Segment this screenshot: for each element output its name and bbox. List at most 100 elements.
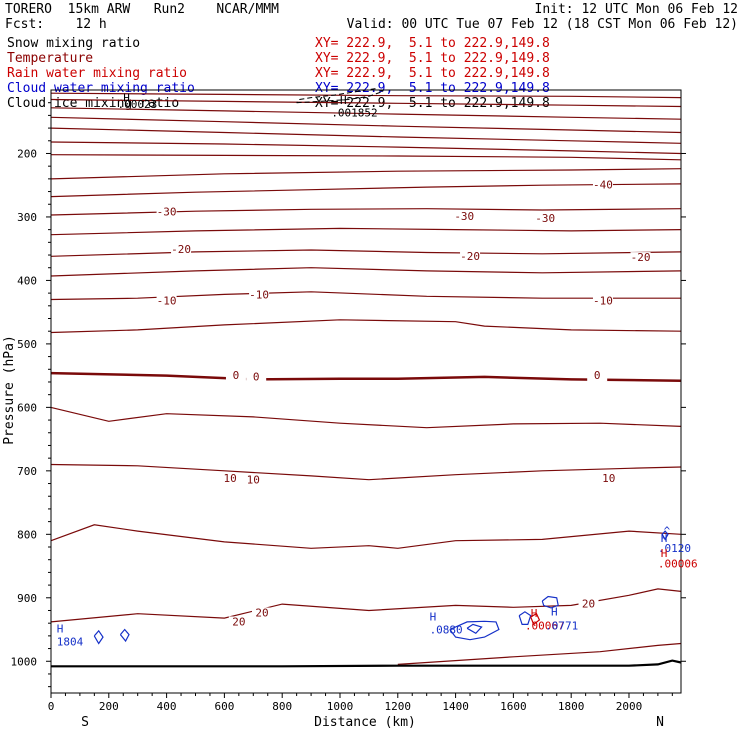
temperature-contour-label: -30 <box>535 212 555 225</box>
temperature-contour-label: 10 <box>224 472 237 485</box>
temperature-contour <box>50 319 682 334</box>
terrain-line <box>51 659 682 668</box>
temperature-contour-label: -10 <box>249 289 269 302</box>
temperature-contour <box>50 267 682 277</box>
extremum-annotation: H <box>531 607 538 620</box>
y-tick-label: 600 <box>17 401 37 414</box>
extremum-annotation: H <box>123 91 130 104</box>
temperature-contour-label: -30 <box>157 205 177 218</box>
extremum-annotation: .0880 <box>430 623 463 636</box>
contour-label-bg <box>243 474 264 486</box>
field-xy-rain: XY= 222.9, 5.1 to 222.9,149.8 <box>315 66 550 81</box>
x-axis-label: Distance (km) <box>314 715 416 730</box>
contour-label-bg <box>598 472 619 484</box>
y-tick-label: 700 <box>17 465 37 478</box>
extremum-annotation: .00067 <box>525 620 565 633</box>
field-name-snow: Snow mixing ratio <box>7 36 141 51</box>
x-tick-label: 0 <box>48 700 55 713</box>
cloud-water-contour <box>466 623 483 635</box>
rain-contour <box>530 612 541 626</box>
model-title: TORERO 15km ARW Run2 NCAR/MMM <box>5 2 279 17</box>
left-endpoint-label: S <box>81 715 89 730</box>
valid-time: Valid: 00 UTC Tue 07 Feb 12 (18 CST Mon … <box>346 17 738 32</box>
field-name-temperature: Temperature <box>7 51 94 66</box>
temperature-contour-label: 20 <box>582 598 595 611</box>
contour-label-bg <box>587 370 608 382</box>
x-tick-label: 1400 <box>442 700 469 713</box>
temperature-contour-label: -10 <box>157 294 177 307</box>
right-endpoint-label: N <box>656 715 664 730</box>
cloud-water-contour <box>449 620 500 641</box>
x-tick-label: 1200 <box>385 700 412 713</box>
x-tick-label: 1800 <box>558 700 585 713</box>
y-tick-label: 400 <box>17 274 37 287</box>
extremum-annotation: H <box>661 532 668 545</box>
forecast-hour: Fcst: 12 h <box>5 17 107 32</box>
temperature-contour-label: 10 <box>247 473 260 486</box>
temperature-contour <box>50 371 682 382</box>
temperature-contour-label: 0 <box>233 369 240 382</box>
temperature-contour <box>50 524 682 549</box>
field-xy-cloud-water: XY= 222.9, 5.1 to 222.9,149.8 <box>315 81 550 96</box>
temperature-contour <box>50 227 682 236</box>
extremum-annotation: H <box>340 94 347 107</box>
temperature-contour <box>50 249 682 257</box>
temperature-contour <box>50 92 682 99</box>
contour-label-bg <box>460 250 481 262</box>
contour-label-bg <box>220 472 241 484</box>
contour-label-bg <box>535 212 556 224</box>
x-tick-label: 800 <box>272 700 292 713</box>
temperature-contour <box>50 406 682 429</box>
temperature-contour <box>50 127 682 144</box>
temperature-contour-label: 20 <box>255 607 268 620</box>
plot-frame <box>50 89 682 694</box>
field-name-cloud-water: Cloud water mixing ratio <box>7 81 195 96</box>
extremum-annotation: .00006 <box>658 557 698 570</box>
temperature-contour <box>50 291 681 301</box>
y-tick-label: 800 <box>17 528 37 541</box>
extremum-annotation: .001852 <box>331 107 377 120</box>
y-axis-label: Pressure (hPa) <box>2 335 17 445</box>
temperature-contour <box>50 154 682 161</box>
temperature-contour-label: -30 <box>454 210 474 223</box>
temperature-contour <box>50 588 682 623</box>
contour-label-bg <box>246 371 267 383</box>
contour-label-bg <box>228 616 249 628</box>
x-tick-label: 1600 <box>500 700 527 713</box>
contour-label-bg <box>454 210 475 222</box>
temperature-contour <box>50 463 682 481</box>
temperature-contour <box>50 183 682 198</box>
field-xy-snow: XY= 222.9, 5.1 to 222.9,149.8 <box>315 36 550 51</box>
x-tick-label: 200 <box>99 700 119 713</box>
extremum-annotation: .00023 <box>117 98 157 111</box>
cloud-water-contour <box>93 629 104 645</box>
temperature-contour-label: -20 <box>171 243 191 256</box>
cloud-water-contour <box>518 611 532 626</box>
x-tick-label: 400 <box>157 700 177 713</box>
y-tick-label: 500 <box>17 338 37 351</box>
contour-label-bg <box>578 598 599 610</box>
temperature-contour-label: 20 <box>232 615 245 628</box>
extremum-annotation: .0120 <box>658 542 691 555</box>
contour-label-bg <box>225 370 246 382</box>
y-tick-label: 200 <box>17 147 37 160</box>
contour-label-bg <box>249 289 270 301</box>
temperature-contour-label: -40 <box>593 179 613 192</box>
temperature-contour <box>50 116 682 134</box>
cloud-water-contour <box>119 628 130 643</box>
x-tick-label: 600 <box>214 700 234 713</box>
field-xy-temperature: XY= 222.9, 5.1 to 222.9,149.8 <box>315 51 550 66</box>
extremum-annotation: ^ <box>664 524 671 537</box>
extremum-annotation: H <box>661 547 668 560</box>
extremum-annotation: H <box>551 606 558 619</box>
temperature-contour-label: -20 <box>460 250 480 263</box>
temperature-contour <box>397 642 682 665</box>
init-time: Init: 12 UTC Mon 06 Feb 12 <box>534 2 739 17</box>
temperature-contour-label: -20 <box>631 251 651 264</box>
contour-label-bg <box>592 295 613 307</box>
contour-label-bg <box>156 295 177 307</box>
contour-label-bg <box>592 179 613 191</box>
snow-contour <box>296 88 385 104</box>
field-name-rain: Rain water mixing ratio <box>7 66 188 81</box>
